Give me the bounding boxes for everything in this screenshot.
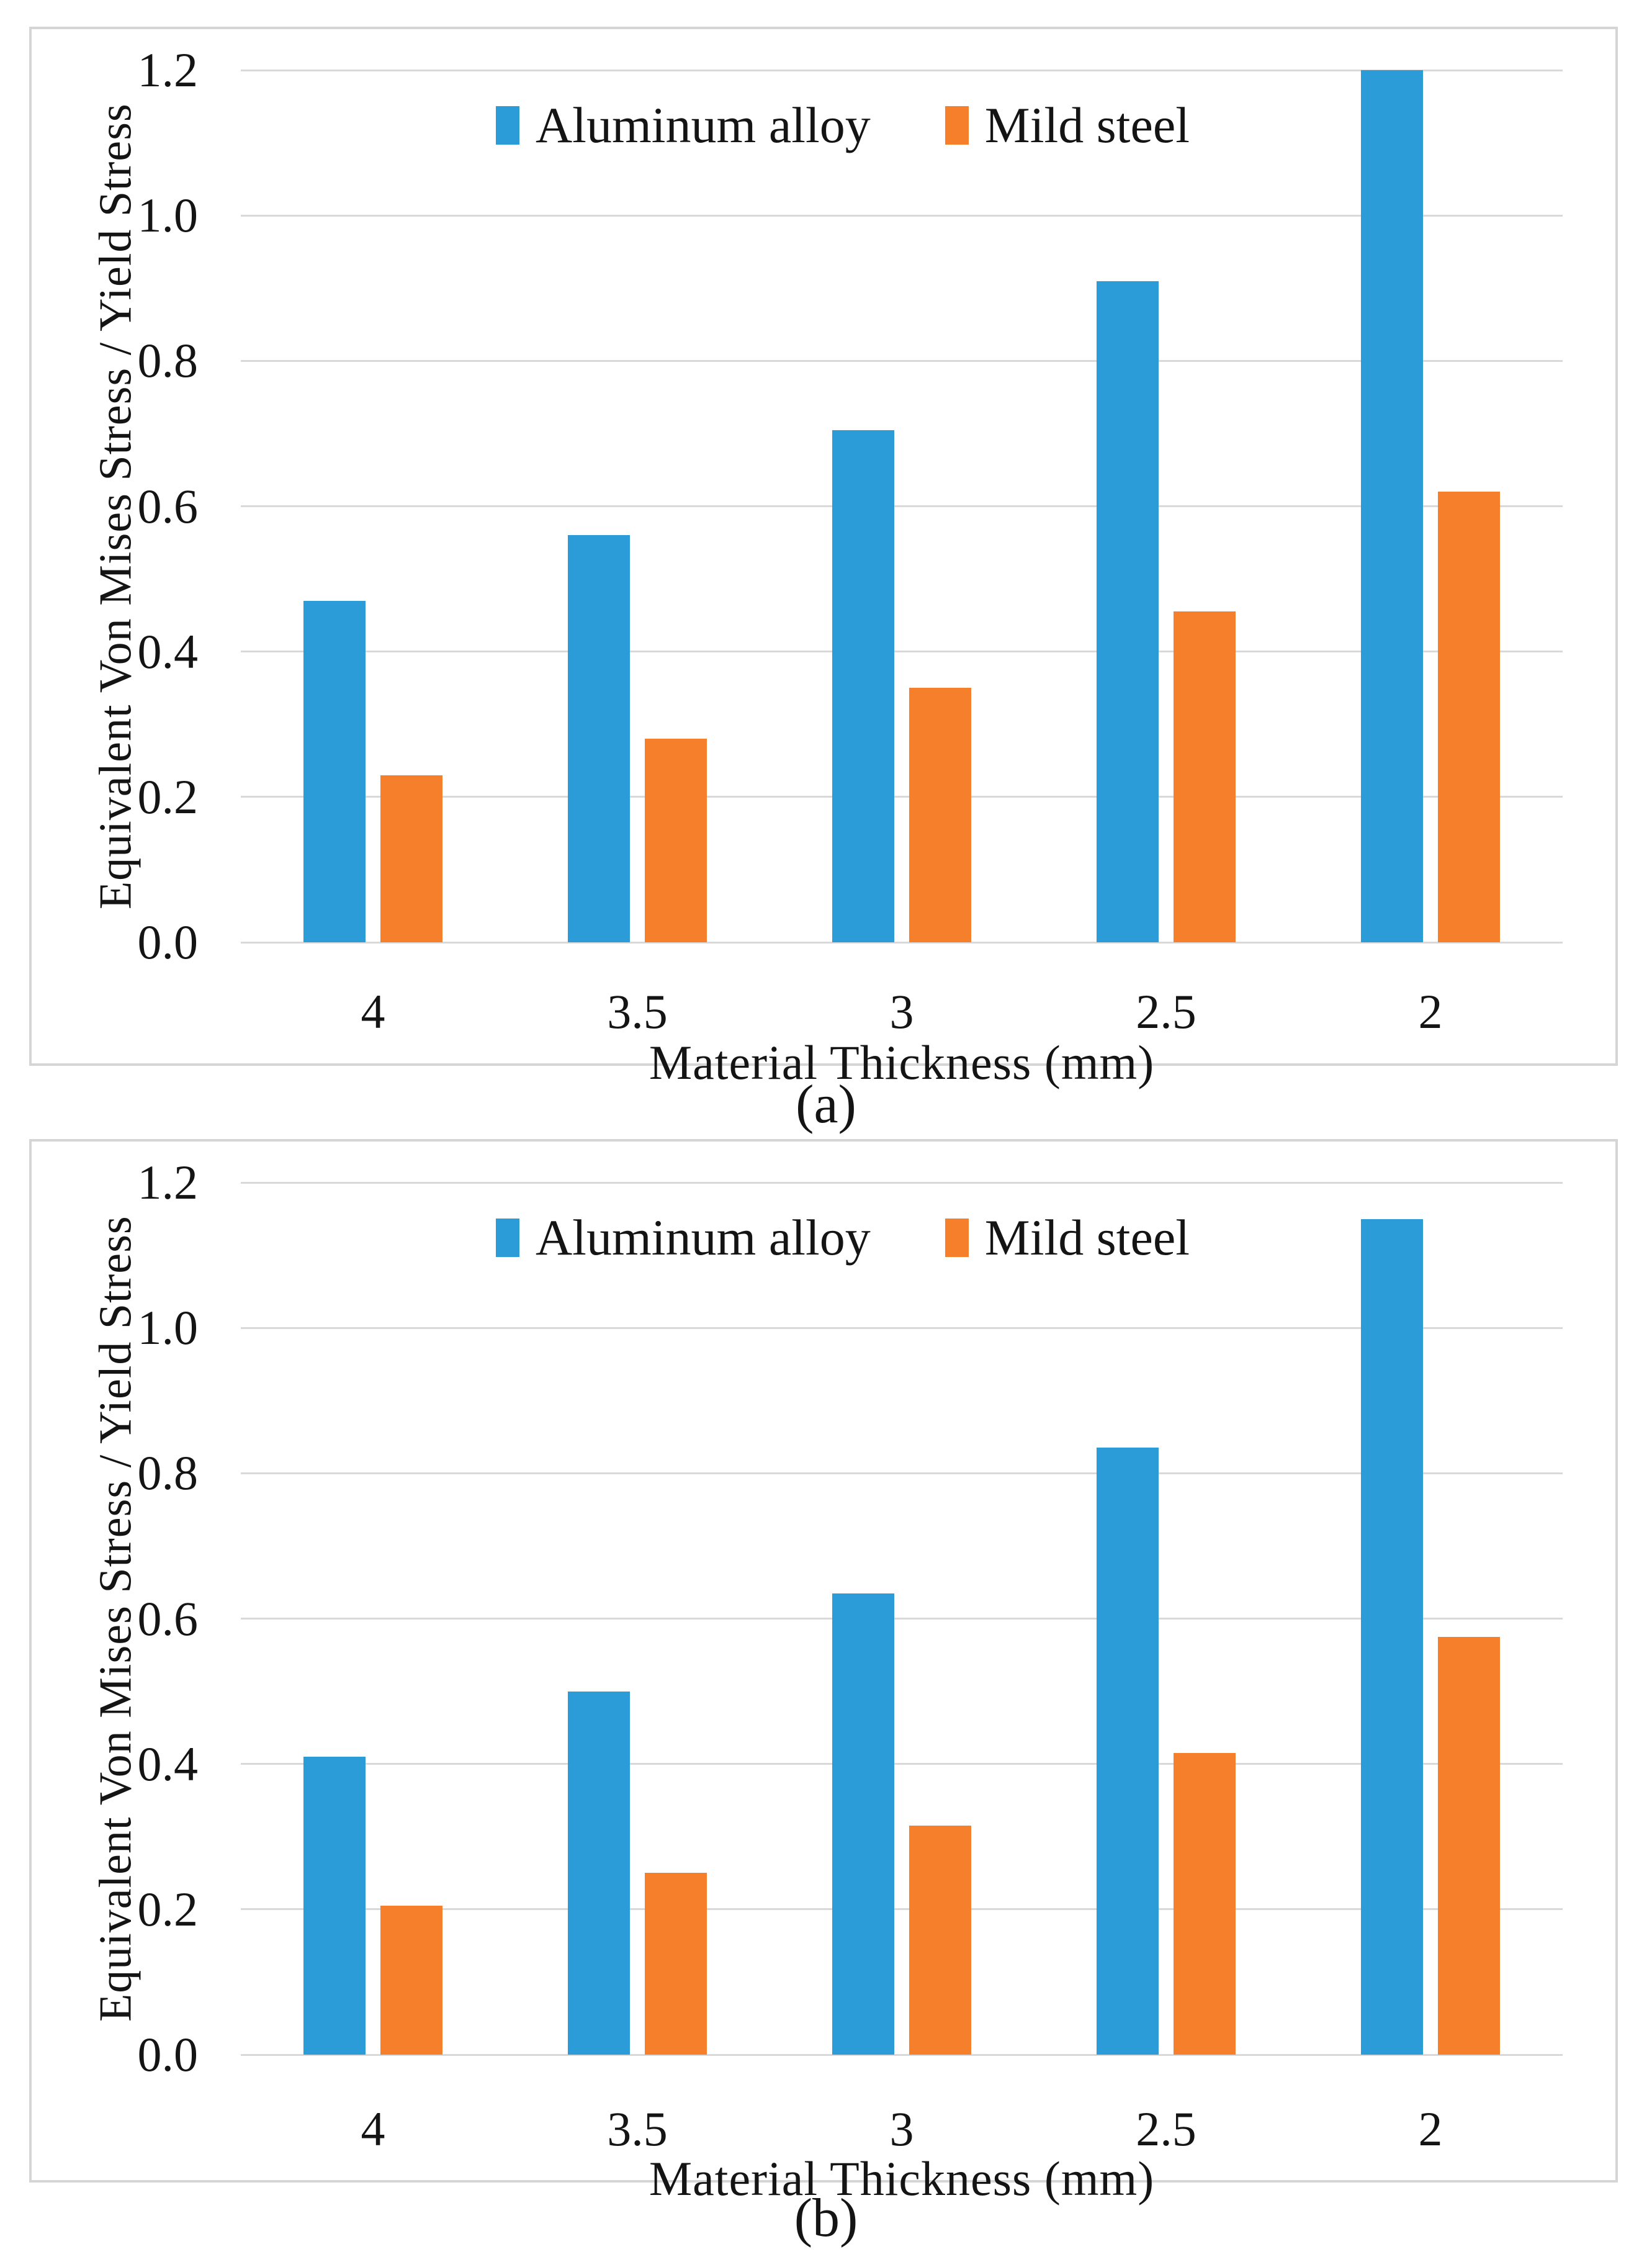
gridline-0.8 (241, 359, 1563, 362)
legend-swatch-mild-steel (945, 1219, 969, 1257)
legend-item-mild-steel: Mild steel (945, 1210, 1190, 1266)
gridline-0.4 (241, 1763, 1563, 1765)
legend-label-mild-steel: Mild steel (984, 1209, 1190, 1266)
x-axis-tick-labels: 4 3.5 3 2.5 2 (241, 2102, 1563, 2156)
y-tick-label-0.2: 0.2 (137, 1881, 199, 1936)
gridline-0.2 (241, 796, 1563, 798)
x-axis-title: Material Thickness (mm) (649, 1035, 1155, 1089)
gridline-0.6 (241, 1618, 1563, 1620)
bar-mild-steel-2.5 (1174, 611, 1236, 942)
bar-aluminum-alloy-3 (832, 1593, 894, 2055)
bar-aluminum-alloy-2.5 (1097, 281, 1159, 942)
x-tick-label-3: 3 (889, 985, 914, 1039)
chart-panel-b: Equivalent Von Mises Stress / Yield Stre… (29, 1139, 1618, 2206)
bar-mild-steel-3 (909, 1826, 971, 2055)
x-tick-label-3.5: 3.5 (607, 985, 668, 1039)
bar-mild-steel-4 (380, 1906, 442, 2055)
gridline-1.2 (241, 69, 1563, 71)
gridline-1.0 (241, 214, 1563, 217)
chart-panel-a: Equivalent Von Mises Stress / Yield Stre… (29, 27, 1618, 1089)
gridline-0.8 (241, 1472, 1563, 1474)
gridline-0.6 (241, 505, 1563, 507)
bar-aluminum-alloy-4 (303, 601, 366, 942)
caption-a: (a) (796, 1075, 856, 1135)
legend-swatch-aluminum-alloy (495, 106, 519, 145)
x-tick-label-3.5: 3.5 (607, 2102, 668, 2156)
x-axis-title: Material Thickness (mm) (649, 2152, 1155, 2206)
y-tick-label-0.6: 0.6 (137, 479, 199, 533)
y-tick-label-0.6: 0.6 (137, 1591, 199, 1646)
y-tick-label-0.8: 0.8 (137, 333, 199, 388)
x-tick-label-2: 2 (1418, 2102, 1443, 2156)
y-axis-tick-labels: 0.0 0.2 0.4 0.6 0.8 1.0 1.2 (69, 44, 199, 968)
gridline-0.0 (241, 2053, 1563, 2056)
x-tick-label-4: 4 (361, 985, 385, 1039)
gridline-0.4 (241, 651, 1563, 653)
bar-aluminum-alloy-2 (1361, 1219, 1423, 2055)
y-tick-label-1.2: 1.2 (137, 1155, 199, 1209)
legend-item-aluminum-alloy: Aluminum alloy (495, 97, 871, 153)
bar-aluminum-alloy-3.5 (568, 1692, 630, 2055)
bar-mild-steel-2 (1438, 492, 1500, 942)
bar-aluminum-alloy-2.5 (1097, 1448, 1159, 2055)
gridline-0.0 (241, 941, 1563, 944)
x-tick-label-2.5: 2.5 (1136, 2102, 1196, 2156)
gridline-1.0 (241, 1327, 1563, 1329)
y-tick-label-1.2: 1.2 (137, 43, 199, 97)
legend-label-aluminum-alloy: Aluminum alloy (535, 97, 871, 153)
gridline-1.2 (241, 1181, 1563, 1184)
y-tick-label-0.4: 0.4 (137, 624, 199, 678)
gridline-0.2 (241, 1908, 1563, 1911)
bar-mild-steel-3.5 (645, 1873, 707, 2055)
bar-mild-steel-2.5 (1174, 1753, 1236, 2055)
legend: Aluminum alloy Mild steel (182, 97, 1504, 153)
y-axis-tick-labels: 0.0 0.2 0.4 0.6 0.8 1.0 1.2 (69, 1156, 199, 2081)
bar-mild-steel-3 (909, 688, 971, 942)
caption-b: (b) (794, 2188, 858, 2248)
x-tick-label-4: 4 (361, 2102, 385, 2156)
bar-aluminum-alloy-3.5 (568, 535, 630, 942)
plot-area: Aluminum alloy Mild steel (241, 69, 1563, 944)
bar-mild-steel-2 (1438, 1637, 1500, 2055)
x-axis-tick-labels: 4 3.5 3 2.5 2 (241, 985, 1563, 1039)
y-tick-label-1.0: 1.0 (137, 188, 199, 243)
y-tick-label-0.0: 0.0 (137, 915, 199, 969)
x-tick-label-3: 3 (889, 2102, 914, 2156)
bar-aluminum-alloy-3 (832, 430, 894, 942)
y-tick-label-0.0: 0.0 (137, 2027, 199, 2081)
legend-item-aluminum-alloy: Aluminum alloy (495, 1209, 871, 1266)
bar-aluminum-alloy-4 (303, 1757, 366, 2055)
bar-aluminum-alloy-2 (1361, 70, 1423, 942)
legend-label-aluminum-alloy: Aluminum alloy (535, 1209, 871, 1266)
x-tick-label-2.5: 2.5 (1136, 985, 1196, 1039)
legend-swatch-aluminum-alloy (495, 1219, 519, 1257)
bar-mild-steel-3.5 (645, 739, 707, 942)
y-tick-label-0.4: 0.4 (137, 1736, 199, 1791)
x-tick-label-2: 2 (1418, 985, 1443, 1039)
y-tick-label-1.0: 1.0 (137, 1300, 199, 1355)
legend-item-mild-steel: Mild steel (945, 97, 1190, 153)
y-tick-label-0.2: 0.2 (137, 769, 199, 824)
legend: Aluminum alloy Mild steel (182, 1210, 1504, 1266)
bar-mild-steel-4 (380, 775, 442, 942)
y-tick-label-0.8: 0.8 (137, 1446, 199, 1500)
plot-area: Aluminum alloy Mild steel (241, 1181, 1563, 2056)
legend-label-mild-steel: Mild steel (984, 97, 1190, 153)
legend-swatch-mild-steel (945, 106, 969, 145)
